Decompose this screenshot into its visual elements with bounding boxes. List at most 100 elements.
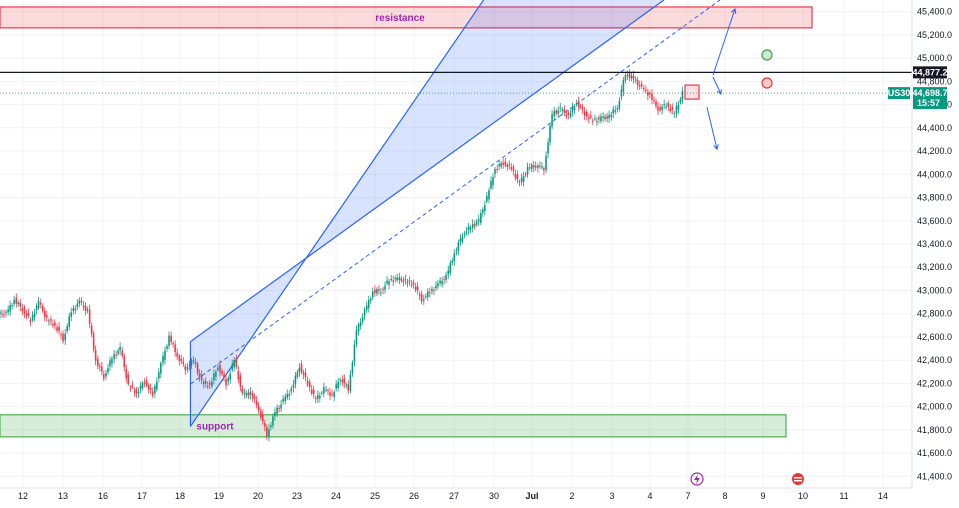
y-tick-label: 41,800.0: [917, 425, 952, 435]
y-tick-label: 42,400.0: [917, 355, 952, 365]
candle-body: [347, 384, 350, 391]
candle-body: [386, 280, 388, 284]
countdown-text: 15:57: [917, 98, 940, 108]
x-tick-label: 18: [175, 491, 185, 501]
candle-body: [333, 392, 335, 397]
candle-body: [616, 108, 619, 110]
candle-body: [579, 106, 582, 108]
candle-body: [471, 223, 474, 228]
candle-body: [182, 361, 185, 364]
resistance-label: resistance: [375, 13, 425, 24]
candle-body: [677, 104, 680, 110]
candle-body: [365, 305, 368, 310]
candle-body: [231, 364, 233, 371]
candle-body: [665, 106, 667, 108]
candle-body: [406, 281, 409, 284]
candle-body: [640, 84, 643, 87]
candle-body: [463, 233, 466, 235]
candle-body: [84, 305, 87, 311]
candle-body: [647, 92, 649, 96]
candle-body: [418, 294, 421, 296]
candle-body: [56, 327, 58, 331]
candle-body: [213, 373, 215, 381]
candle-body: [459, 238, 462, 243]
candle-body: [532, 165, 535, 168]
y-tick-label: 43,400.0: [917, 239, 952, 249]
candle-body: [280, 404, 282, 409]
candle-body: [292, 384, 295, 388]
support-zone: [0, 414, 787, 438]
candle-body: [1, 313, 3, 315]
candle-body: [147, 384, 150, 390]
candle-body: [9, 305, 11, 312]
candle-body: [327, 390, 329, 392]
y-tick-label: 43,800.0: [917, 193, 952, 203]
candle-body: [614, 110, 617, 112]
candle-body: [400, 278, 403, 281]
candle-body: [339, 379, 341, 381]
candle-body: [286, 394, 289, 398]
y-tick-label: 44,200.0: [917, 146, 952, 156]
candle-body: [394, 278, 396, 280]
candle-body: [522, 176, 525, 182]
candle-body: [475, 221, 478, 225]
projection-arrow: [712, 8, 736, 76]
candle-body: [431, 288, 433, 292]
candle-body: [251, 393, 254, 398]
support-label: support: [196, 421, 234, 432]
candle-body: [50, 319, 52, 321]
candle-body: [278, 407, 280, 409]
candle-body: [255, 400, 258, 406]
candle-body: [396, 277, 398, 281]
candle-body: [512, 166, 515, 171]
x-tick-label: 2: [569, 491, 574, 501]
green-circle: [761, 49, 773, 61]
candle-body: [170, 335, 172, 343]
x-tick-label: 10: [798, 491, 808, 501]
candle-body: [359, 322, 362, 327]
candle-body: [410, 284, 413, 286]
candle-body: [257, 405, 260, 411]
candle-body: [534, 165, 537, 168]
candle-body: [408, 280, 411, 282]
channel-lower-line: [189, 0, 485, 427]
candle-body: [208, 382, 211, 385]
candle-body: [402, 280, 405, 283]
candle-body: [555, 110, 557, 114]
candle-body: [21, 308, 24, 312]
x-tick-label: 9: [760, 491, 765, 501]
candle-body: [563, 109, 566, 113]
y-tick-label: 43,200.0: [917, 262, 952, 272]
candle-body: [653, 100, 655, 102]
candle-body: [268, 429, 270, 437]
candle-body: [583, 111, 586, 116]
candle-body: [622, 80, 625, 92]
candle-body: [60, 334, 62, 336]
candle-body: [131, 385, 134, 388]
projection-arrow: [706, 106, 718, 150]
x-tick-label: 26: [409, 491, 419, 501]
candle-body: [190, 360, 193, 366]
candle-body: [439, 280, 441, 283]
candle-body: [649, 92, 651, 95]
candle-body: [82, 305, 85, 308]
candle-body: [477, 219, 480, 222]
candle-body: [667, 102, 670, 107]
x-tick-label: Jul: [525, 491, 538, 501]
y-tick-label: 44,400.0: [917, 123, 952, 133]
candle-body: [390, 279, 392, 281]
candle-body: [107, 368, 109, 373]
candle-body: [600, 116, 602, 122]
candle-body: [66, 326, 68, 331]
candle-body: [443, 279, 445, 281]
candle-body: [447, 270, 450, 275]
candle-body: [137, 391, 140, 394]
candle-body: [457, 242, 460, 251]
candle-body: [29, 319, 32, 322]
candle-body: [661, 106, 663, 111]
candle-body: [618, 100, 621, 109]
candle-body: [296, 372, 299, 377]
candle-body: [435, 285, 437, 289]
candle-body: [369, 298, 372, 301]
